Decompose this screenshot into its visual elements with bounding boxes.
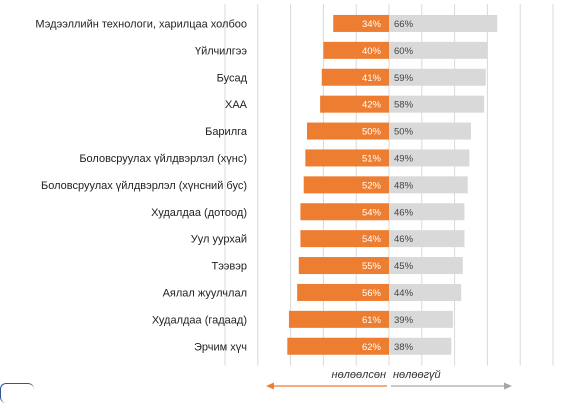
bar-affected: [297, 283, 389, 301]
data-label-affected: 54%: [362, 234, 382, 245]
data-label-not-affected: 50%: [394, 127, 414, 138]
data-label-affected: 62%: [362, 342, 382, 353]
category-label: Уул уурхай: [191, 234, 247, 246]
category-label: Бусад: [217, 72, 248, 84]
bar-affected: [320, 95, 389, 113]
bar-affected: [300, 230, 389, 248]
data-label-not-affected: 66%: [394, 19, 414, 30]
arrow-right-head: [504, 382, 512, 390]
data-label-affected: 42%: [362, 100, 382, 111]
category-label: Худалдаа (дотоод): [151, 207, 247, 219]
bar-affected: [305, 149, 389, 167]
bar-affected: [333, 14, 389, 32]
category-label: ХАА: [225, 99, 248, 111]
bar-not-affected: [389, 257, 463, 275]
bar-affected: [300, 203, 389, 221]
data-label-affected: 50%: [362, 127, 382, 138]
bar-affected: [288, 310, 389, 328]
arrow-left-head: [266, 382, 274, 390]
data-label-not-affected: 48%: [394, 180, 414, 191]
category-label: Үйлчилгээ: [195, 45, 247, 57]
bar-affected: [323, 41, 389, 59]
bar-affected: [298, 257, 389, 275]
category-label: Аялал жуулчлал: [163, 287, 247, 299]
bar-not-affected: [389, 14, 498, 32]
data-label-not-affected: 49%: [394, 153, 414, 164]
bar-not-affected: [389, 122, 471, 140]
axis-word-left: нөлөөлсөн: [332, 369, 386, 381]
corner-frame: [0, 383, 34, 403]
data-label-affected: 40%: [362, 46, 382, 57]
data-label-not-affected: 46%: [394, 207, 414, 218]
bar-not-affected: [389, 203, 465, 221]
data-label-affected: 52%: [362, 180, 382, 191]
data-labels: 34% 66% 40% 60% 41% 59% 42% 58% 50% 50% 51% 49% 52% 4…: [362, 19, 414, 353]
bar-not-affected: [389, 230, 465, 248]
axis-word-right: нөлөөгүй: [393, 369, 441, 381]
data-label-not-affected: 58%: [394, 100, 414, 111]
bar-not-affected: [389, 283, 462, 301]
category-label: Боловсруулах үйлдвэрлэл (хүнсний бус): [41, 180, 247, 192]
bar-not-affected: [389, 68, 486, 86]
bar-not-affected: [389, 337, 452, 355]
category-label: Эрчим хүч: [194, 341, 247, 353]
data-label-affected: 55%: [362, 261, 382, 272]
category-label: Тээвэр: [211, 261, 247, 273]
data-label-not-affected: 38%: [394, 342, 414, 353]
bar-affected: [307, 122, 389, 140]
category-label: Боловсруулах үйлдвэрлэл (хүнс): [79, 153, 247, 165]
bar-affected: [303, 176, 389, 194]
bar-not-affected: [389, 310, 453, 328]
bar-not-affected: [389, 95, 485, 113]
category-label: Мэдээллийн технологи, харилцаа холбоо: [35, 18, 247, 30]
category-labels: Мэдээллийн технологи, харилцаа холбоо Үйл…: [35, 18, 247, 353]
data-label-affected: 41%: [362, 73, 382, 84]
data-label-not-affected: 60%: [394, 46, 414, 57]
data-label-not-affected: 45%: [394, 261, 414, 272]
category-label: Барилга: [205, 126, 248, 138]
direction-legend: нөлөөлсөн нөлөөгүй: [266, 369, 512, 390]
data-label-affected: 56%: [362, 288, 382, 299]
data-label-not-affected: 44%: [394, 288, 414, 299]
data-label-affected: 61%: [362, 315, 382, 326]
data-label-affected: 51%: [362, 153, 382, 164]
data-label-affected: 54%: [362, 207, 382, 218]
bar-affected: [287, 337, 389, 355]
bars: [287, 14, 498, 355]
category-label: Худалдаа (гадаад): [152, 314, 247, 326]
bar-not-affected: [389, 149, 470, 167]
bar-not-affected: [389, 41, 488, 59]
data-label-not-affected: 39%: [394, 315, 414, 326]
data-label-affected: 34%: [362, 19, 382, 30]
bar-not-affected: [389, 176, 468, 194]
data-label-not-affected: 59%: [394, 73, 414, 84]
data-label-not-affected: 46%: [394, 234, 414, 245]
bar-affected: [321, 68, 389, 86]
